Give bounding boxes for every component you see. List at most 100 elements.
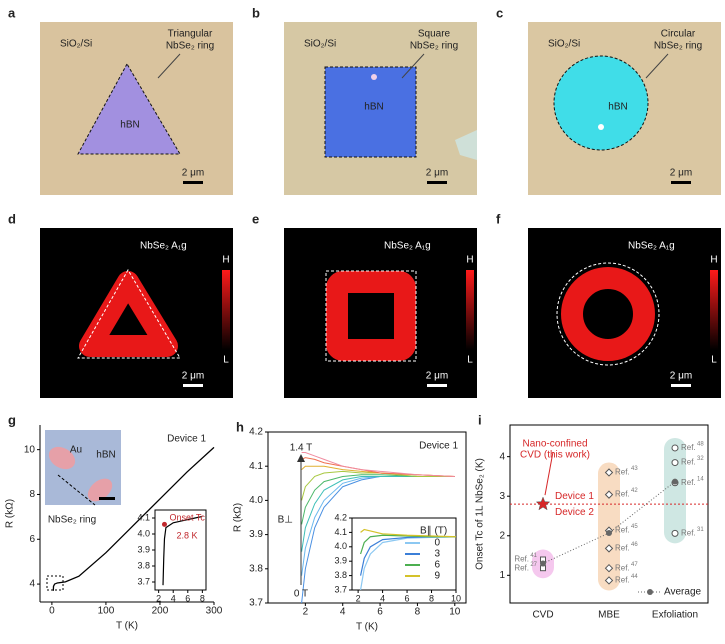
scale-bar [671,384,691,387]
scale-bar [427,181,447,184]
this-work-star [535,496,551,511]
panel-letter: i [478,412,482,427]
y-tick-label: 6 [29,534,35,545]
x-tick-label: Exfoliation [652,610,698,621]
field-label: 0 T [294,589,308,600]
y-axis-label: R (kΩ) [5,499,16,528]
y-axis-label: Onset Tc of 1L NbSe₂ (K) [475,458,486,570]
panel-letter: h [236,419,244,434]
ref-point [604,576,614,585]
image-label: Au [70,445,82,456]
ref-number: 42 [631,488,638,494]
axes-frame [509,424,709,604]
image-label: NbSe₂ ring [48,515,96,526]
ref-number: 47 [631,562,638,568]
x-tick-label: 0 [49,606,55,617]
y-tick-label: 4.2 [334,512,347,522]
onset-value: 2.8 K [176,530,197,540]
colorbar-label: H [466,255,473,266]
y-tick-label: 4 [499,451,505,462]
triangle-ring [79,271,178,357]
ref-point [671,529,679,537]
ref-prefix: Ref. [681,478,696,487]
scale-bar-label: 2 μm [670,168,692,179]
panel-letter: b [252,5,260,20]
group-range [664,437,686,544]
this-work-label: Nano-confined [522,439,587,450]
inset-image [45,430,121,505]
x-tick-label: 200 [152,606,169,617]
colorbar-label: L [711,355,717,366]
ring-label: Triangular [168,29,213,40]
x-tick-label: 8 [415,607,421,618]
x-tick-label: 10 [449,607,461,618]
y-tick-label: 3.7 [137,576,150,586]
square-ring [326,271,416,361]
average-point [672,478,678,485]
ref-prefix: Ref. [615,468,630,477]
ring-label: NbSe₂ ring [410,41,458,52]
substrate-label: SiO₂/Si [304,39,336,50]
x-tick-label: 10 [451,593,461,603]
y-tick-label: 4.2 [249,427,263,438]
pointer [401,53,425,79]
substrate-label: SiO₂/Si [548,39,580,50]
ref-number: 43 [631,466,638,472]
ref-number: 31 [697,527,704,533]
y-tick-label: 4.0 [137,528,150,538]
au-electrode [87,478,113,502]
scale-bar [183,384,203,387]
data-line [301,475,455,552]
data-line [359,536,457,591]
ref-point [671,444,679,452]
ref-point [604,490,614,499]
y-tick-label: 4.1 [334,527,347,537]
y-tick-label: 3.9 [249,529,263,540]
ring-label: Square [418,29,451,40]
average-point [606,529,612,536]
x-tick-label: MBE [598,610,620,621]
y-tick-label: 3.8 [137,560,150,570]
data-line [359,534,456,555]
panel-letter: a [8,5,16,20]
data-line [301,470,455,501]
colorbar [222,270,230,350]
flake-edge [455,130,477,160]
triangle-flake [77,62,181,155]
colorbar-label: L [223,355,229,366]
x-tick-label: 2 [303,607,309,618]
x-tick-label: 4 [171,593,176,603]
x-tick-label: 2 [156,593,161,603]
pointer [645,53,669,79]
ref-number: 45 [631,524,638,530]
pointer [157,53,181,79]
ref-prefix: Ref. [615,544,630,553]
colorbar-label: H [222,255,229,266]
x-tick-label: 100 [98,606,115,617]
circle-flake [553,55,649,151]
ref-point [604,544,614,553]
onset-label: Onset Tc [169,512,205,522]
ref-prefix: Ref. [514,563,529,572]
x-tick-label: 6 [405,593,410,603]
legend-title: B∥ (T) [420,526,447,537]
mode-label: NbSe₂ A₁g [628,241,675,252]
scale-bar [183,181,203,184]
outline [77,269,181,359]
onset-point [161,521,167,527]
outline [325,270,417,362]
average-point [540,560,546,567]
x-tick-label: 2 [356,593,361,603]
substrate-label: SiO₂/Si [60,39,92,50]
arrow-head [297,454,305,462]
y-tick-label: 1 [499,570,505,581]
ref-number: 27 [530,562,537,568]
ref-prefix: Ref. [681,458,696,467]
circle-ring [561,267,655,361]
y-axis-label: R (kΩ) [233,503,244,532]
x-tick-label: 8 [200,593,205,603]
y-tick-label: 4 [29,579,35,590]
this-work-label: CVD (this work) [520,450,590,461]
device-label: Device 2 [555,507,594,518]
